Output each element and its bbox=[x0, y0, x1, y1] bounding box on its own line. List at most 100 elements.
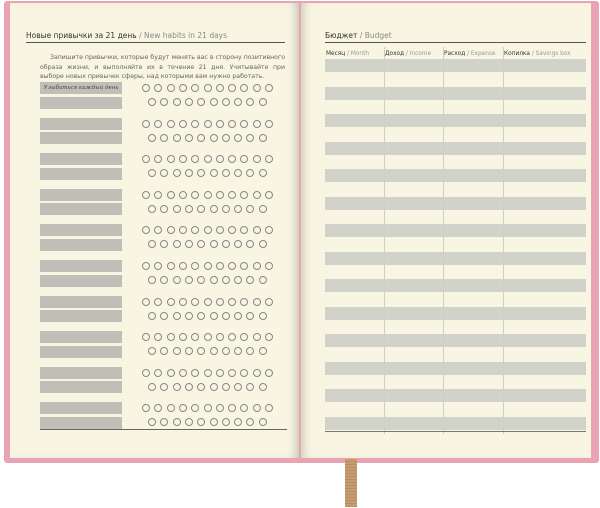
habit-name-field[interactable] bbox=[40, 381, 122, 394]
day-checkbox[interactable] bbox=[234, 169, 243, 178]
day-checkbox[interactable] bbox=[148, 133, 156, 142]
day-checkbox[interactable] bbox=[154, 262, 163, 270]
day-checkbox[interactable] bbox=[178, 84, 187, 92]
day-checkbox[interactable] bbox=[228, 333, 237, 342]
day-checkbox[interactable] bbox=[172, 311, 181, 320]
habit-name-field[interactable] bbox=[40, 260, 122, 272]
day-checkbox[interactable] bbox=[184, 240, 193, 249]
day-checkbox[interactable] bbox=[234, 133, 243, 142]
day-checkbox[interactable] bbox=[240, 190, 249, 199]
day-checkbox[interactable] bbox=[166, 404, 175, 413]
day-checkbox[interactable] bbox=[228, 297, 237, 306]
day-checkbox[interactable] bbox=[252, 262, 261, 270]
habit-name-field[interactable] bbox=[40, 132, 122, 145]
day-checkbox[interactable] bbox=[221, 133, 230, 142]
day-checkbox[interactable] bbox=[228, 226, 237, 235]
habit-name-field[interactable] bbox=[40, 167, 122, 180]
day-checkbox[interactable] bbox=[142, 297, 150, 306]
habit-name-field[interactable] bbox=[40, 96, 122, 109]
budget-row[interactable] bbox=[325, 251, 586, 265]
day-checkbox[interactable] bbox=[203, 262, 212, 270]
day-checkbox[interactable] bbox=[160, 98, 169, 106]
day-checkbox[interactable] bbox=[203, 226, 212, 235]
day-checkbox[interactable] bbox=[172, 204, 181, 213]
day-checkbox[interactable] bbox=[228, 155, 237, 164]
day-checkbox[interactable] bbox=[221, 311, 230, 320]
habit-name-field[interactable]: Улыбаться каждый день bbox=[40, 82, 122, 94]
day-checkbox[interactable] bbox=[184, 169, 193, 178]
day-checkbox[interactable] bbox=[252, 226, 261, 235]
day-checkbox[interactable] bbox=[197, 133, 206, 142]
day-checkbox[interactable] bbox=[142, 368, 150, 377]
day-checkbox[interactable] bbox=[246, 98, 255, 106]
day-checkbox[interactable] bbox=[240, 404, 249, 413]
day-checkbox[interactable] bbox=[197, 276, 206, 284]
day-checkbox[interactable] bbox=[240, 368, 249, 377]
day-checkbox[interactable] bbox=[265, 226, 273, 235]
day-checkbox[interactable] bbox=[197, 240, 206, 249]
habit-name-field[interactable] bbox=[40, 117, 122, 130]
day-checkbox[interactable] bbox=[221, 240, 230, 249]
day-checkbox[interactable] bbox=[178, 404, 187, 413]
day-checkbox[interactable] bbox=[228, 262, 237, 270]
day-checkbox[interactable] bbox=[228, 404, 237, 413]
day-checkbox[interactable] bbox=[172, 98, 181, 106]
day-checkbox[interactable] bbox=[178, 190, 187, 199]
day-checkbox[interactable] bbox=[252, 190, 261, 199]
day-checkbox[interactable] bbox=[252, 155, 261, 164]
day-checkbox[interactable] bbox=[148, 169, 156, 178]
day-checkbox[interactable] bbox=[178, 155, 187, 164]
day-checkbox[interactable] bbox=[197, 204, 206, 213]
day-checkbox[interactable] bbox=[252, 333, 261, 342]
day-checkbox[interactable] bbox=[209, 311, 218, 320]
day-checkbox[interactable] bbox=[252, 368, 261, 377]
budget-row[interactable] bbox=[325, 196, 586, 210]
day-checkbox[interactable] bbox=[154, 333, 163, 342]
day-checkbox[interactable] bbox=[184, 418, 193, 427]
day-checkbox[interactable] bbox=[252, 297, 261, 306]
day-checkbox[interactable] bbox=[160, 311, 169, 320]
day-checkbox[interactable] bbox=[265, 333, 273, 342]
day-checkbox[interactable] bbox=[178, 226, 187, 235]
day-checkbox[interactable] bbox=[191, 333, 200, 342]
day-checkbox[interactable] bbox=[240, 297, 249, 306]
day-checkbox[interactable] bbox=[234, 311, 243, 320]
budget-row[interactable] bbox=[325, 224, 586, 237]
day-checkbox[interactable] bbox=[203, 297, 212, 306]
day-checkbox[interactable] bbox=[166, 119, 175, 128]
day-checkbox[interactable] bbox=[240, 84, 249, 92]
day-checkbox[interactable] bbox=[191, 190, 200, 199]
day-checkbox[interactable] bbox=[221, 276, 230, 284]
day-checkbox[interactable] bbox=[234, 276, 243, 284]
day-checkbox[interactable] bbox=[148, 347, 156, 356]
day-checkbox[interactable] bbox=[258, 418, 267, 427]
habit-name-field[interactable] bbox=[40, 188, 122, 201]
day-checkbox[interactable] bbox=[166, 84, 175, 92]
day-checkbox[interactable] bbox=[203, 333, 212, 342]
day-checkbox[interactable] bbox=[197, 347, 206, 356]
day-checkbox[interactable] bbox=[148, 382, 156, 391]
day-checkbox[interactable] bbox=[246, 240, 255, 249]
day-checkbox[interactable] bbox=[215, 226, 224, 235]
day-checkbox[interactable] bbox=[184, 276, 193, 284]
day-checkbox[interactable] bbox=[148, 98, 156, 106]
day-checkbox[interactable] bbox=[142, 84, 150, 92]
day-checkbox[interactable] bbox=[142, 155, 150, 164]
day-checkbox[interactable] bbox=[178, 368, 187, 377]
day-checkbox[interactable] bbox=[258, 382, 267, 391]
day-checkbox[interactable] bbox=[252, 84, 261, 92]
day-checkbox[interactable] bbox=[228, 84, 237, 92]
day-checkbox[interactable] bbox=[209, 347, 218, 356]
budget-row[interactable] bbox=[325, 141, 586, 155]
habit-name-field[interactable] bbox=[40, 310, 122, 323]
day-checkbox[interactable] bbox=[197, 169, 206, 178]
budget-row[interactable] bbox=[325, 169, 586, 182]
day-checkbox[interactable] bbox=[160, 347, 169, 356]
day-checkbox[interactable] bbox=[160, 169, 169, 178]
day-checkbox[interactable] bbox=[209, 204, 218, 213]
day-checkbox[interactable] bbox=[154, 404, 163, 413]
day-checkbox[interactable] bbox=[197, 311, 206, 320]
day-checkbox[interactable] bbox=[258, 204, 267, 213]
day-checkbox[interactable] bbox=[258, 347, 267, 356]
day-checkbox[interactable] bbox=[160, 276, 169, 284]
